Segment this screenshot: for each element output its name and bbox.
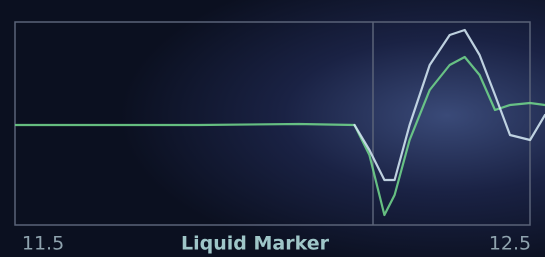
x-tick-label: 11.5 [22, 233, 64, 255]
oscilloscope-screen: Liquid Marker 11.5 12.5 [0, 0, 545, 257]
screen-background [0, 0, 545, 257]
x-axis-label: Liquid Marker [181, 233, 330, 255]
x-tick-label: 12.5 [489, 233, 531, 255]
